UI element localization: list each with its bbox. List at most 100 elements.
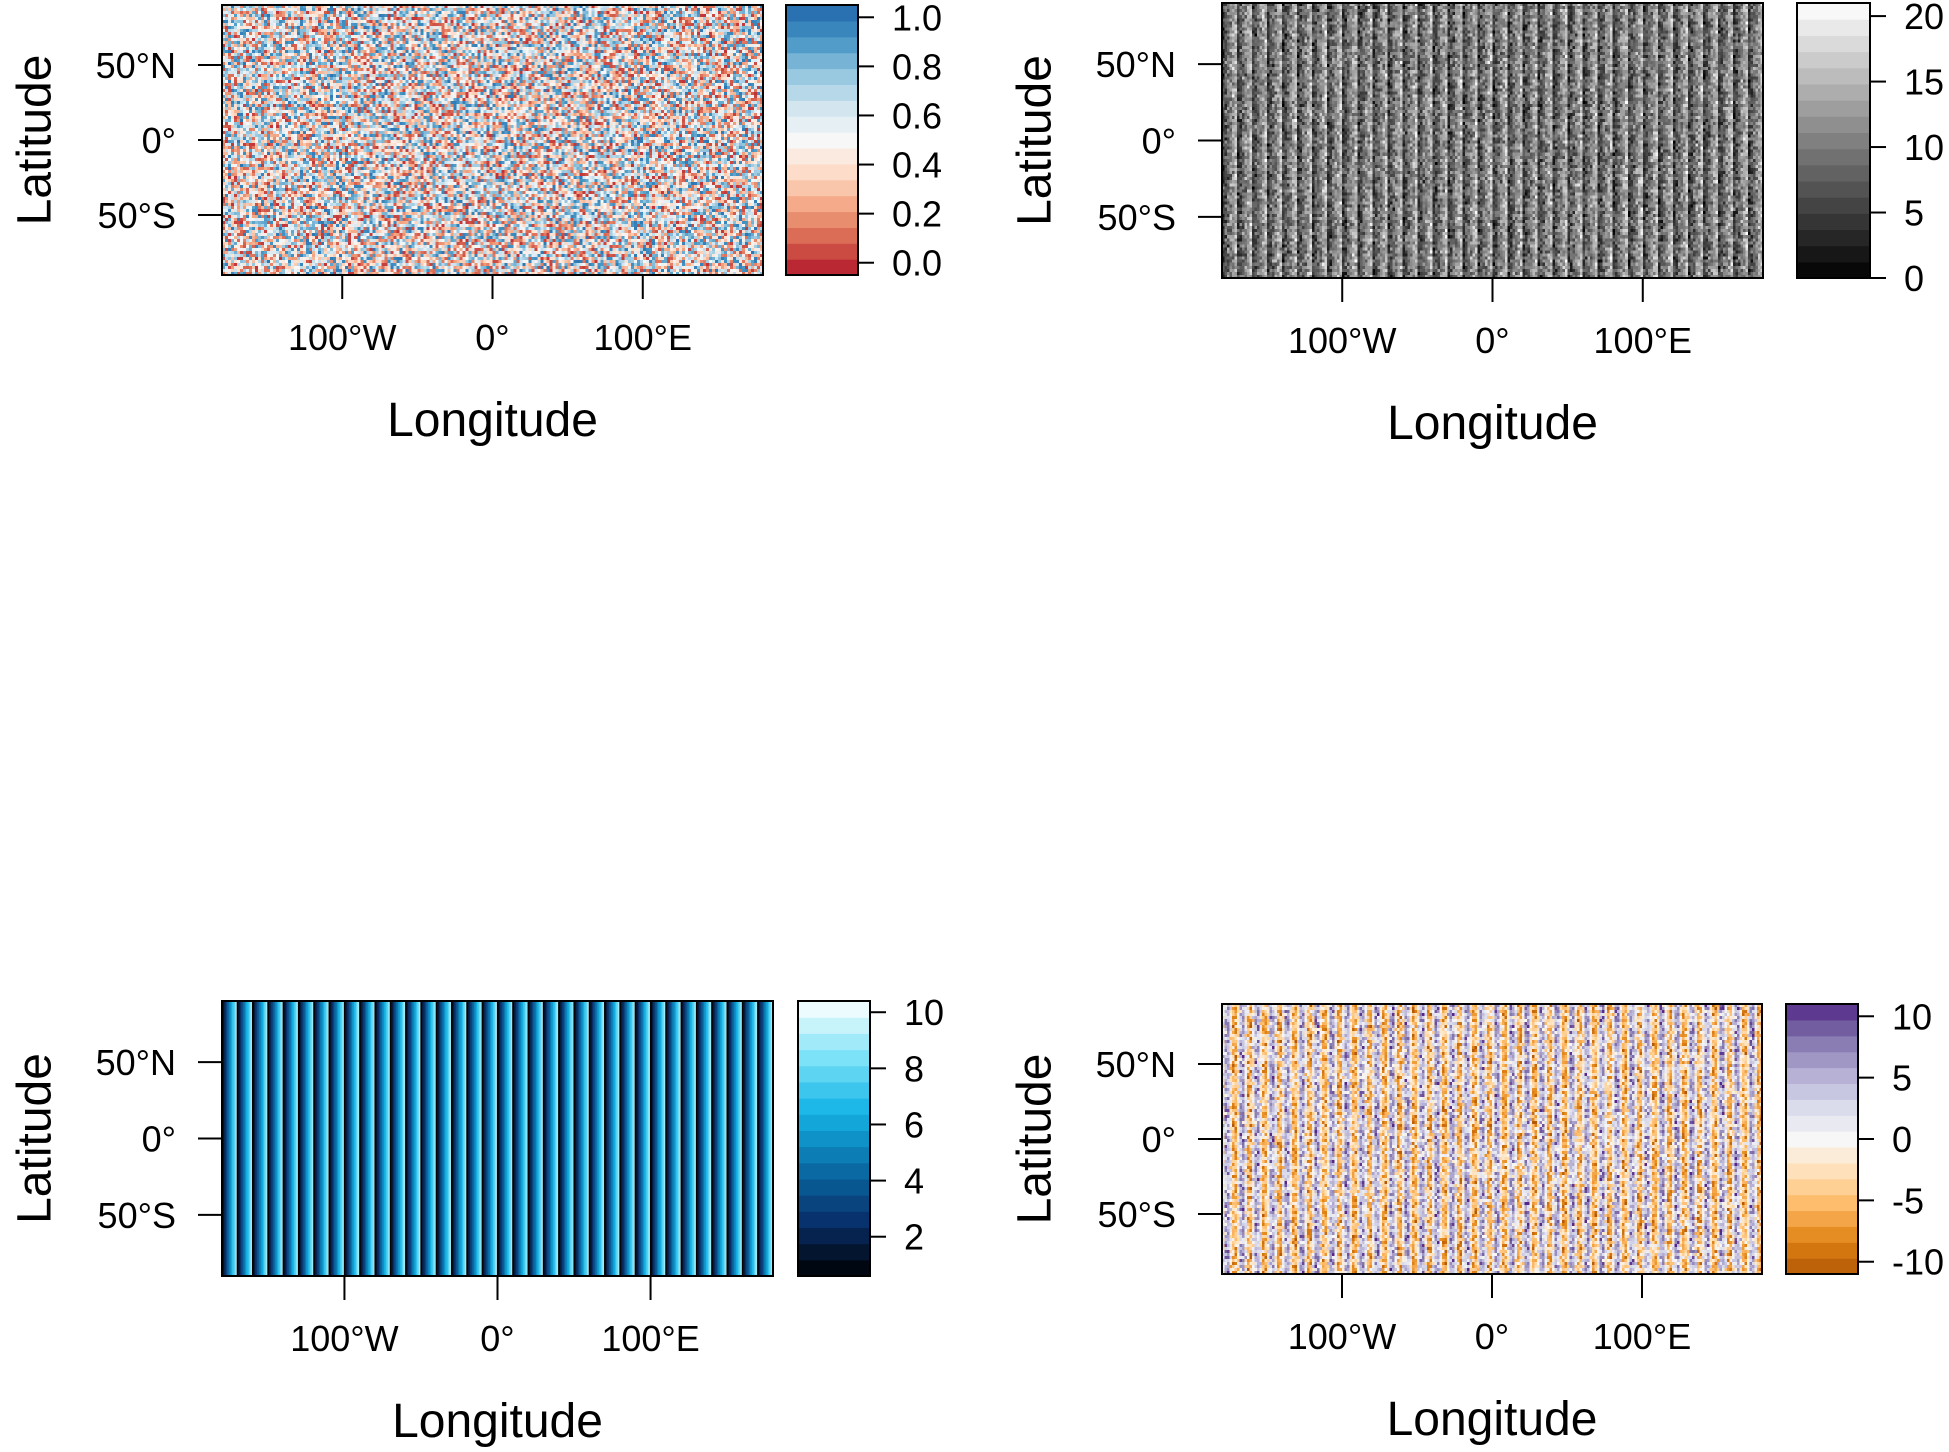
colorbar-swatch xyxy=(1786,1146,1858,1164)
colorbar-swatch xyxy=(798,1081,870,1099)
colorbar-frame xyxy=(797,1000,871,1277)
y-tick-label: 50°S xyxy=(98,195,176,236)
colorbar-tick-label: 1.0 xyxy=(892,0,942,38)
colorbar-swatch xyxy=(1786,1067,1858,1085)
colorbar-tick-label: 4 xyxy=(904,1161,924,1202)
colorbar-tick-label: 0.8 xyxy=(892,46,942,87)
colorbar-tick-label: 2 xyxy=(904,1217,924,1258)
chart-panel-1: 100°W 0° 100°E 50°N 0° 50°S Longitude Latitude 0… xyxy=(9,0,942,447)
colorbar-swatch xyxy=(798,1001,870,1018)
colorbar-swatch xyxy=(786,20,858,38)
colorbar-tick-label: 8 xyxy=(904,1048,924,1089)
colorbar-swatch xyxy=(798,1049,870,1067)
x-axis-title: Longitude xyxy=(387,394,598,447)
colorbar-swatch xyxy=(786,84,858,101)
chart-panel-4: 100°W 0° 100°E 50°N 0° 50°S Longitude Latitude -… xyxy=(1009,996,1944,1446)
colorbar-swatch xyxy=(1797,148,1870,166)
y-tick-label: 50°S xyxy=(1098,1194,1176,1235)
colorbar-tick-label: 0 xyxy=(1904,258,1924,299)
colorbar: 0 5 10 15 20 xyxy=(1796,0,1944,299)
colorbar-tick-label: -5 xyxy=(1892,1180,1924,1221)
colorbar-swatch xyxy=(786,68,858,86)
colorbar-swatch xyxy=(798,1017,870,1034)
y-axis-title: Latitude xyxy=(9,1053,62,1224)
colorbar-swatch xyxy=(798,1195,870,1212)
colorbar-swatch xyxy=(1786,1115,1858,1132)
colorbar-swatch xyxy=(786,163,858,181)
colorbar-swatch xyxy=(1786,1226,1858,1243)
colorbar-swatch xyxy=(1786,1099,1858,1116)
x-tick-label: 100°W xyxy=(288,317,396,358)
colorbar: 2 4 6 8 10 xyxy=(797,992,944,1277)
colorbar-swatch xyxy=(798,1098,870,1115)
colorbar-tick-label: 10 xyxy=(1904,127,1944,168)
colorbar-tick-label: 0.0 xyxy=(892,243,942,284)
heatmap-raster xyxy=(1222,3,1763,278)
x-tick-label: 100°W xyxy=(1288,1316,1396,1357)
colorbar-swatch xyxy=(786,5,858,22)
colorbar-swatch xyxy=(1786,1051,1858,1069)
colorbar-swatch xyxy=(786,52,858,70)
colorbar-swatch xyxy=(1797,19,1870,36)
y-axis-title: Latitude xyxy=(1009,1054,1062,1225)
colorbar-swatch xyxy=(1786,1004,1858,1021)
colorbar-swatch xyxy=(786,116,858,133)
colorbar-tick-label: 10 xyxy=(904,992,944,1033)
colorbar-swatch xyxy=(798,1211,870,1229)
x-tick-label: 0° xyxy=(480,1318,514,1359)
colorbar-tick-label: 20 xyxy=(1904,0,1944,37)
colorbar-swatch xyxy=(786,36,858,54)
colorbar-swatch xyxy=(1797,164,1870,182)
colorbar-swatch xyxy=(798,1227,870,1245)
colorbar: 0.0 0.2 0.4 0.6 0.8 1.0 xyxy=(785,0,942,284)
chart-panel-2: 100°W 0° 100°E 50°N 0° 50°S Longitude Latitude 0… xyxy=(1009,0,1944,450)
colorbar-tick-label: 0 xyxy=(1892,1119,1912,1160)
colorbar-swatch xyxy=(1786,1258,1858,1275)
colorbar-swatch xyxy=(786,227,858,244)
y-tick-label: 50°N xyxy=(96,45,176,86)
colorbar-swatch xyxy=(1797,83,1870,101)
colorbar-swatch xyxy=(1797,213,1870,231)
colorbar-swatch xyxy=(1797,245,1870,263)
heatmap-raster xyxy=(1222,1004,1762,1274)
colorbar-tick-label: 0.4 xyxy=(892,145,942,186)
colorbar-swatch xyxy=(798,1033,870,1051)
colorbar-tick-label: 10 xyxy=(1892,996,1932,1037)
x-tick-label: 100°E xyxy=(594,317,692,358)
x-tick-label: 100°W xyxy=(1288,320,1396,361)
colorbar-frame xyxy=(785,4,859,276)
x-tick-label: 100°E xyxy=(1593,1316,1691,1357)
colorbar-swatch xyxy=(1786,1162,1858,1180)
x-axis-title: Longitude xyxy=(1387,1393,1598,1446)
colorbar-swatch xyxy=(798,1178,870,1196)
x-tick-label: 100°E xyxy=(601,1318,699,1359)
colorbar-swatch xyxy=(786,195,858,213)
chart-panel-3: 100°W 0° 100°E 50°N 0° 50°S Longitude Latitude 2… xyxy=(9,992,944,1448)
colorbar-swatch xyxy=(786,259,858,276)
colorbar-swatch xyxy=(1797,100,1870,117)
y-tick-label: 0° xyxy=(142,120,176,161)
colorbar-swatch xyxy=(1797,261,1870,279)
x-tick-label: 100°E xyxy=(1594,320,1692,361)
colorbar-swatch xyxy=(1786,1178,1858,1196)
x-tick-label: 0° xyxy=(1475,320,1509,361)
x-axis-title: Longitude xyxy=(1387,397,1598,450)
colorbar-swatch xyxy=(798,1130,870,1148)
x-axis-title: Longitude xyxy=(392,1395,603,1448)
colorbar-swatch xyxy=(798,1065,870,1083)
colorbar-swatch xyxy=(1786,1131,1858,1148)
colorbar-swatch xyxy=(1786,1083,1858,1100)
x-tick-label: 100°W xyxy=(290,1318,398,1359)
colorbar-swatch xyxy=(798,1162,870,1180)
colorbar-swatch xyxy=(786,132,858,149)
colorbar: -10 -5 0 5 10 xyxy=(1785,996,1944,1283)
colorbar-swatch xyxy=(1797,51,1870,69)
y-tick-label: 50°N xyxy=(1096,44,1176,85)
colorbar-swatch xyxy=(786,179,858,197)
y-tick-label: 50°N xyxy=(1096,1044,1176,1085)
x-tick-label: 0° xyxy=(1475,1316,1509,1357)
y-tick-label: 50°N xyxy=(96,1042,176,1083)
colorbar-tick-label: 0.2 xyxy=(892,194,942,235)
colorbar-tick-label: 0.6 xyxy=(892,95,942,136)
